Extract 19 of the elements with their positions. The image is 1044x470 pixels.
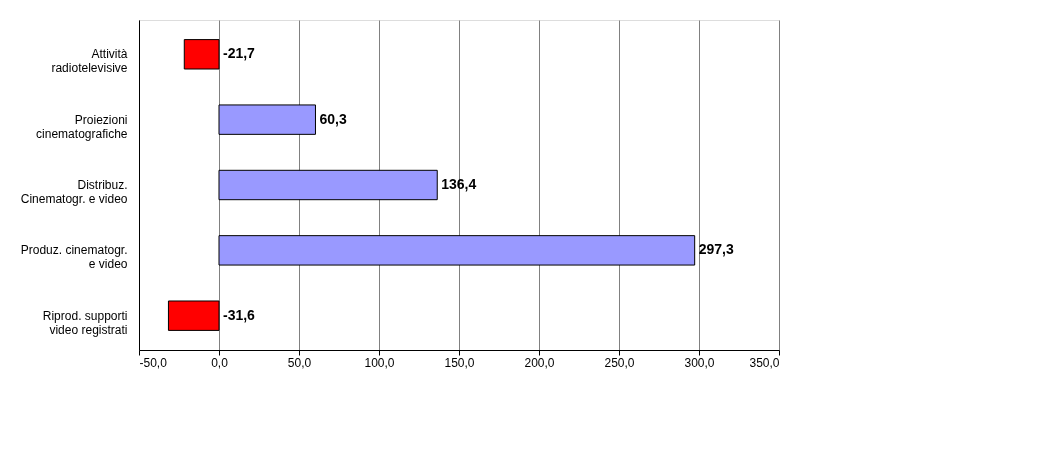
x-tick-label: 50,0 [287,355,312,370]
y-tick-label: Distribuz. Cinematogr. e video [20,178,128,206]
x-tick-label: 300,0 [684,355,715,370]
x-tick-label: 250,0 [604,355,635,370]
y-tick-label: Proiezioni cinematografiche [36,112,128,141]
y-tick-label: Produz. cinematogr. e video [20,243,128,272]
data-label: -21,7 [223,45,256,62]
x-tick-label: 0,0 [211,355,229,370]
x-tick-label: 350,0 [749,355,780,370]
data-label: 297,3 [698,241,734,258]
x-tick-label: 150,0 [444,355,475,370]
y-tick-label: Riprod. supporti video registrati [42,308,128,337]
x-tick-label: 100,0 [364,355,395,370]
data-label: -31,6 [223,306,256,323]
data-label: 136,4 [441,176,477,192]
x-tick-label: 200,0 [524,355,555,370]
x-tick-label: -50,0 [139,355,168,370]
y-tick-label: Attività radiotelevisive [51,47,128,76]
data-label: 60,3 [319,110,347,127]
